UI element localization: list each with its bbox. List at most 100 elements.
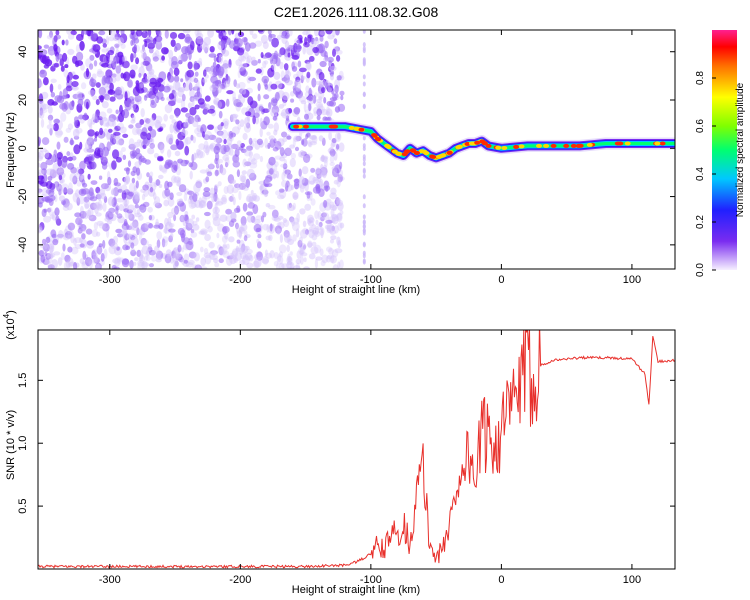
spectrogram-noise-blob [203, 252, 212, 259]
spectrogram-noise-blob [50, 91, 56, 98]
spectrogram-noise-blob [70, 230, 74, 238]
spectrogram-noise-blob [287, 52, 291, 58]
spectrogram-noise-blob [148, 215, 153, 221]
spectrogram-noise-blob [124, 91, 128, 102]
spectrogram-noise-blob [321, 154, 325, 162]
spectrogram-noise-blob [282, 163, 288, 170]
spectrogram-noise-blob [196, 148, 201, 156]
spectrogram-noise-blob [290, 217, 294, 224]
snr-x-axis-label: Height of straight line (km) [292, 584, 420, 596]
spectrogram-noise-blob [170, 232, 174, 239]
snr-plot-area [38, 330, 675, 569]
spectrogram-noise-blob [336, 75, 342, 81]
spectrogram-noise-blob [320, 154, 325, 162]
spectrogram-noise-blob [170, 39, 176, 47]
spectrogram-noise-blob [152, 85, 159, 94]
spectrogram-noise-blob [71, 155, 77, 161]
spectrogram-noise-blob [44, 149, 50, 159]
spectrogram-noise-blob [93, 60, 98, 67]
spectrogram-noise-blob [204, 46, 209, 54]
spectrogram-noise-blob [306, 191, 311, 199]
spectrogram-noise-blob [235, 223, 240, 234]
spectrogram-noise-blob [286, 173, 293, 180]
spectrogram-noise-blob [49, 83, 54, 93]
spectrogram-noise-blob [310, 198, 316, 206]
spectrogram-noise-blob [112, 235, 119, 245]
spectrogram-noise-blob [248, 76, 257, 82]
spectrogram-noise-blob [168, 235, 173, 243]
spectrogram-noise-blob [148, 47, 154, 54]
spectrogram-noise-blob [134, 161, 141, 168]
spectrogram-noise-blob [122, 133, 129, 138]
spectrogram-noise-blob [178, 59, 183, 65]
spectrogram-noise-blob [188, 251, 197, 259]
spectrogram-noise-blob [295, 135, 302, 142]
spectrogram-noise-blob [238, 226, 244, 233]
spectrogram-noise-blob [331, 138, 337, 144]
spectrogram-noise-blob [204, 95, 211, 102]
spectrogram-noise-blob [320, 228, 324, 239]
spectrogram-noise-blob [336, 236, 341, 246]
spectrogram-noise-blob [330, 208, 335, 217]
spectrogram-noise-blob [329, 204, 338, 211]
spectrogram-noise-blob [39, 49, 48, 56]
spectrogram-noise-blob [276, 228, 281, 235]
spectrogram-noise-blob [311, 224, 317, 230]
spectrogram-noise-blob [117, 122, 125, 130]
spectrogram-noise-blob [98, 111, 107, 119]
spectrogram-noise-blob [266, 131, 271, 136]
spectrogram-noise-blob [62, 243, 66, 252]
spectrogram-noise-blob [114, 43, 120, 48]
spectrogram-noise-blob [254, 116, 259, 125]
spectrogram-noise-blob [362, 143, 366, 149]
spectrogram-noise-blob [67, 33, 75, 40]
spectrogram-noise-blob [222, 250, 230, 258]
spectrogram-noise-blob [258, 105, 264, 112]
spectrogram-noise-blob [329, 201, 335, 209]
spectrogram-noise-blob [199, 169, 208, 174]
spectrogram-noise-blob [136, 227, 140, 236]
spectrogram-noise-blob [297, 239, 303, 248]
spectrogram-noise-blob [102, 239, 106, 249]
spectrogram-noise-blob [112, 36, 121, 42]
spectrogram-noise-blob [177, 131, 186, 141]
spectrogram-noise-blob [138, 205, 145, 211]
spectrogram-noise-blob [120, 33, 128, 44]
spectrogram-noise-blob [191, 97, 195, 107]
spectrogram-noise-blob [173, 264, 177, 269]
spectrogram-noise-blob [362, 48, 366, 54]
snr-frame [37, 329, 676, 570]
spectrogram-noise-blob [167, 75, 175, 83]
spectrogram-noise-blob [257, 241, 262, 249]
spectrogram-noise-blob [228, 130, 234, 139]
spectrogram-noise-blob [166, 149, 172, 158]
spectrogram-noise-blob [137, 261, 145, 269]
spectrogram-noise-blob [334, 132, 342, 142]
spectrogram-noise-blob [324, 224, 330, 230]
spectrogram-noise-blob [161, 55, 166, 61]
spectrogram-noise-blob [73, 262, 78, 269]
spectrogram-noise-blob [194, 71, 199, 77]
spectrogram-noise-blob [133, 207, 137, 215]
spectrogram-noise-blob [84, 203, 90, 210]
spectrogram-noise-blob [98, 222, 107, 229]
spectrogram-noise-blob [167, 217, 172, 226]
colorbar-label: Normalized spectral amplitude [735, 82, 746, 217]
spectrogram-noise-blob [86, 137, 95, 147]
spectrogram-noise-blob [150, 99, 155, 106]
spectrogram-noise-blob [270, 83, 278, 90]
spectrogram-noise-blob [134, 203, 139, 209]
spectrogram-noise-blob [304, 113, 309, 120]
spectrogram-noise-blob [250, 158, 258, 165]
spectrogram-noise-blob [118, 204, 124, 211]
spectrogram-noise-blob [166, 133, 174, 144]
spectrogram-noise-blob [83, 112, 88, 121]
spectrogram-noise-blob [67, 156, 74, 162]
spectrogram-noise-blob [304, 203, 312, 211]
spectrogram-noise-blob [215, 30, 221, 33]
spectrogram-noise-blob [202, 78, 208, 83]
spectrogram-noise-blob [298, 246, 306, 255]
spectrogram-noise-blob [169, 123, 174, 134]
spectrogram-noise-blob [121, 258, 130, 268]
spectrogram-noise-blob [181, 247, 185, 253]
